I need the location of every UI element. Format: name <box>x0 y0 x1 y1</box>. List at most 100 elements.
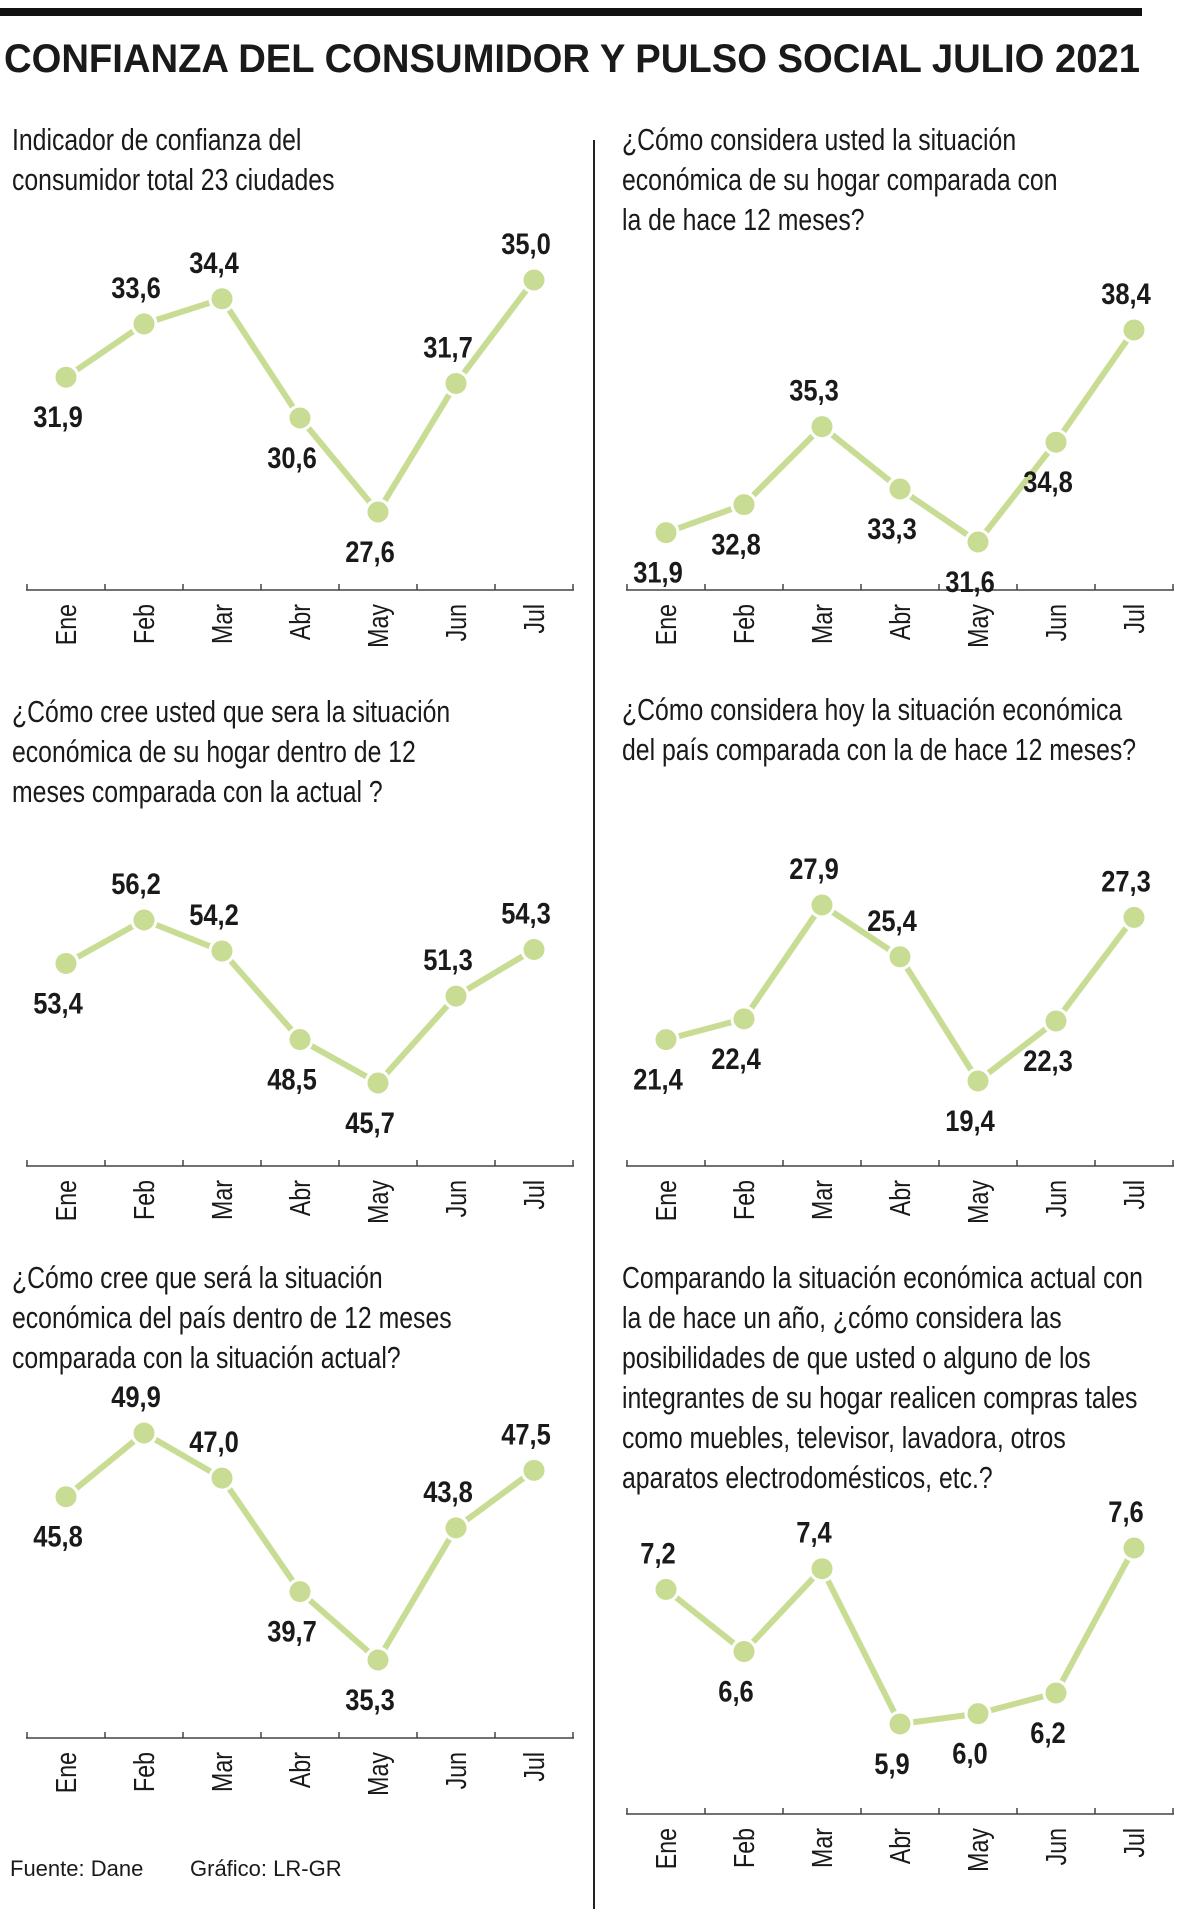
data-label: 35,3 <box>345 1683 395 1716</box>
x-tick-label: Mar <box>805 1828 838 1868</box>
chart-title: económica de su hogar dentro de 12 <box>12 734 416 768</box>
data-label: 51,3 <box>423 943 473 976</box>
data-label: 34,8 <box>1023 465 1073 498</box>
data-label: 34,4 <box>189 246 239 279</box>
data-label: 31,9 <box>33 400 83 433</box>
data-point <box>808 413 836 441</box>
data-label: 7,6 <box>1108 1495 1143 1528</box>
data-point <box>364 498 392 526</box>
x-tick-label: Jun <box>439 1752 472 1789</box>
x-tick-label: Abr <box>283 604 316 640</box>
chart-title: como muebles, televisor, lavadora, otros <box>622 1420 1066 1454</box>
data-point <box>286 1026 314 1054</box>
data-label: 47,0 <box>189 1425 239 1458</box>
chart-title: ¿Cómo cree usted que sera la situación <box>12 694 450 728</box>
x-tick-label: May <box>361 1751 394 1796</box>
data-label: 39,7 <box>267 1615 317 1648</box>
x-tick-label: Jul <box>1117 1828 1150 1858</box>
data-point <box>730 1005 758 1033</box>
data-point <box>286 1578 314 1606</box>
data-label: 22,3 <box>1023 1044 1073 1077</box>
x-tick-label: Mar <box>205 604 238 644</box>
data-label: 31,9 <box>633 556 683 589</box>
x-tick-label: Abr <box>883 604 916 640</box>
chart-title: Comparando la situación económica actual… <box>622 1260 1143 1294</box>
x-tick-label: May <box>361 603 394 648</box>
x-tick-label: Feb <box>127 1752 160 1792</box>
x-tick-label: Jun <box>439 604 472 641</box>
data-point <box>520 266 548 294</box>
data-point <box>652 1026 680 1054</box>
x-tick-label: Jun <box>439 1180 472 1217</box>
x-tick-label: Mar <box>205 1180 238 1220</box>
x-tick-label: Jun <box>1039 604 1072 641</box>
data-point <box>442 982 470 1010</box>
data-point <box>520 935 548 963</box>
data-point <box>364 1069 392 1097</box>
data-label: 5,9 <box>874 1747 909 1780</box>
data-label: 19,4 <box>945 1104 995 1137</box>
data-label: 35,3 <box>789 374 839 407</box>
x-tick-label: Ene <box>49 604 82 645</box>
data-label: 43,8 <box>423 1475 473 1508</box>
chart-title: ¿Cómo considera usted la situación <box>622 122 1016 156</box>
x-tick-label: Feb <box>727 604 760 644</box>
x-tick-label: Ene <box>49 1752 82 1793</box>
chart-title: posibilidades de que usted o alguno de l… <box>622 1340 1091 1374</box>
data-point <box>208 285 236 313</box>
data-point <box>1042 1679 1070 1707</box>
data-point <box>730 1638 758 1666</box>
data-label: 25,4 <box>867 904 917 937</box>
x-tick-label: Jul <box>1117 604 1150 634</box>
data-label: 45,7 <box>345 1106 395 1139</box>
data-label: 22,4 <box>711 1042 761 1075</box>
data-point <box>520 1456 548 1484</box>
data-label: 6,2 <box>1030 1716 1065 1749</box>
x-tick-label: Abr <box>283 1752 316 1788</box>
x-tick-label: Ene <box>649 1828 682 1869</box>
data-point <box>52 363 80 391</box>
data-point <box>1042 428 1070 456</box>
data-point <box>364 1646 392 1674</box>
x-tick-label: Feb <box>727 1828 760 1868</box>
data-point <box>652 519 680 547</box>
data-point <box>1120 316 1148 344</box>
chart-title: consumidor total 23 ciudades <box>12 162 335 196</box>
data-point <box>808 1555 836 1583</box>
data-label: 45,8 <box>33 1520 83 1553</box>
x-tick-label: Mar <box>805 604 838 644</box>
chart-title: ¿Cómo cree que será la situación <box>12 1260 383 1294</box>
x-tick-label: Ene <box>649 604 682 645</box>
data-label: 21,4 <box>633 1063 683 1096</box>
data-point <box>964 1067 992 1095</box>
data-label: 56,2 <box>111 867 161 900</box>
credit: Gráfico: LR-GR <box>190 1856 342 1881</box>
data-point <box>730 491 758 519</box>
data-point <box>964 528 992 556</box>
data-point <box>52 1483 80 1511</box>
chart-title: económica de su hogar comparada con <box>622 162 1058 196</box>
x-tick-label: Jul <box>517 1752 550 1782</box>
x-tick-label: Jul <box>1117 1180 1150 1210</box>
x-tick-label: May <box>961 1827 994 1872</box>
data-point <box>886 1710 914 1738</box>
data-label: 54,3 <box>501 897 551 930</box>
data-point <box>130 1419 158 1447</box>
data-label: 54,2 <box>189 898 239 931</box>
data-label: 33,6 <box>111 271 161 304</box>
data-point <box>208 1464 236 1492</box>
data-label: 35,0 <box>501 227 551 260</box>
x-tick-label: Jul <box>517 604 550 634</box>
data-label: 27,9 <box>789 852 839 885</box>
x-tick-label: Feb <box>127 604 160 644</box>
x-tick-label: Feb <box>727 1180 760 1220</box>
chart-title: la de hace un año, ¿cómo considera las <box>622 1300 1062 1334</box>
chart-title: Indicador de confianza del <box>12 122 301 156</box>
x-tick-label: Jul <box>517 1180 550 1210</box>
data-label: 7,4 <box>796 1516 832 1549</box>
data-label: 27,6 <box>345 535 395 568</box>
chart-title: ¿Cómo considera hoy la situación económi… <box>622 692 1123 726</box>
data-point <box>964 1700 992 1728</box>
